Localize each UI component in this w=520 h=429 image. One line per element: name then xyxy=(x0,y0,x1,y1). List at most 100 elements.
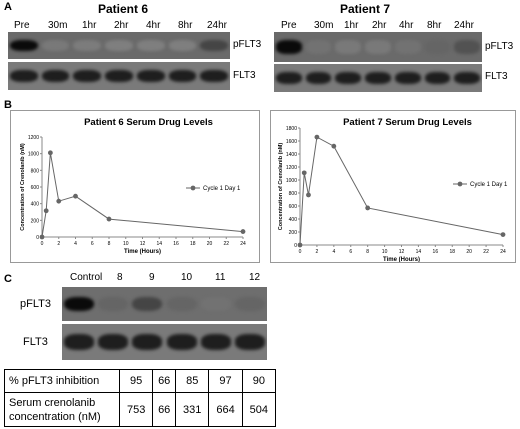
blot-band xyxy=(454,40,480,54)
lane-label: 1hr xyxy=(82,20,97,31)
x-axis-label: Time (Hours) xyxy=(383,257,420,262)
blot-band xyxy=(41,39,70,52)
blot-band xyxy=(64,334,95,350)
lane-label: 12 xyxy=(249,272,261,283)
x-axis-label: Time (Hours) xyxy=(124,249,161,255)
x-tick-label: 10 xyxy=(123,241,129,247)
blot-band xyxy=(394,71,421,85)
x-tick-label: 14 xyxy=(156,241,162,247)
blot-band xyxy=(365,40,391,54)
lane-label: 24hr xyxy=(454,20,475,31)
lane-label: 9 xyxy=(149,272,155,283)
x-tick-label: 0 xyxy=(41,241,44,247)
y-tick-label: 200 xyxy=(31,218,40,224)
table-row: Serum crenolanib concentration (nM) 753 … xyxy=(4,392,277,427)
data-point xyxy=(331,143,337,149)
lane-label: Control xyxy=(70,272,103,283)
blot-band xyxy=(200,39,228,52)
table-cell: 95 xyxy=(118,369,154,393)
blot-band xyxy=(64,296,95,312)
patient-7-title: Patient 7 xyxy=(340,2,391,16)
blot-band xyxy=(132,334,163,350)
data-point xyxy=(301,170,307,176)
legend-marker xyxy=(457,181,463,187)
y-tick-label: 600 xyxy=(31,185,40,191)
blot-band xyxy=(276,71,302,85)
blot-band xyxy=(234,334,265,350)
data-point xyxy=(39,234,45,240)
patient-7-flt3-blot xyxy=(274,64,482,92)
blot-band xyxy=(136,69,165,83)
x-tick-label: 20 xyxy=(466,249,472,255)
legend-label: Cycle 1 Day 1 xyxy=(470,182,508,188)
blot-band xyxy=(424,71,451,85)
patient-7-pflt3-blot xyxy=(274,32,482,62)
blot-band xyxy=(166,334,197,350)
patient-6-chart-svg: Patient 6 Serum Drug Levels0200400600800… xyxy=(20,117,246,255)
blot-band xyxy=(136,39,165,52)
lane-label: Pre xyxy=(14,20,30,31)
x-tick-label: 20 xyxy=(207,241,213,247)
x-tick-label: 8 xyxy=(108,241,111,247)
blot-band xyxy=(105,39,133,52)
patient-7-chart-svg: Patient 7 Serum Drug Levels0200400600800… xyxy=(278,117,508,262)
concentration-label-line2: concentration (nM) xyxy=(9,410,101,423)
x-tick-label: 12 xyxy=(399,249,405,255)
table-cell: 85 xyxy=(175,369,210,393)
lane-label: 1hr xyxy=(344,20,359,31)
patient-7-lane-labels: Pre 30m 1hr 2hr 4hr 8hr 24hr xyxy=(272,20,512,34)
lane-label: 11 xyxy=(215,272,226,283)
data-point xyxy=(306,192,311,198)
blot-band xyxy=(305,71,332,85)
table-cell: 66 xyxy=(152,369,177,393)
lane-label: 8hr xyxy=(178,20,193,31)
blot-band xyxy=(200,296,231,312)
y-tick-label: 400 xyxy=(289,217,298,223)
patient-6-flt3-label: FLT3 xyxy=(233,70,256,81)
table-cell: 97 xyxy=(208,369,243,393)
data-point xyxy=(297,242,303,248)
x-tick-label: 16 xyxy=(173,241,179,247)
y-tick-label: 1800 xyxy=(286,126,297,132)
y-tick-label: 200 xyxy=(289,230,298,236)
series-line xyxy=(41,152,244,238)
x-tick-label: 16 xyxy=(433,249,439,255)
x-tick-label: 24 xyxy=(240,241,246,247)
data-point xyxy=(365,205,371,211)
blot-band xyxy=(168,39,197,52)
table-cell: 504 xyxy=(241,392,277,427)
x-tick-label: 22 xyxy=(483,249,489,255)
y-tick-label: 1200 xyxy=(286,165,297,171)
chart-title: Patient 6 Serum Drug Levels xyxy=(84,117,213,128)
patient-6-lane-labels: Pre 30m 1hr 2hr 4hr 8hr 24hr xyxy=(10,20,250,34)
blot-band xyxy=(166,296,197,312)
legend-marker xyxy=(190,185,196,191)
patient-7-pflt3-label: pFLT3 xyxy=(485,41,514,52)
y-tick-label: 1200 xyxy=(28,135,39,141)
patient-6-title: Patient 6 xyxy=(98,2,149,16)
blot-band xyxy=(276,40,302,54)
x-tick-label: 12 xyxy=(140,241,146,247)
panel-c-flt3-label: FLT3 xyxy=(23,336,48,348)
data-point xyxy=(106,216,112,222)
y-tick-label: 0 xyxy=(36,235,39,241)
panel-c-table: % pFLT3 inhibition 95 66 85 97 90 Serum … xyxy=(4,369,277,427)
table-cell: 753 xyxy=(118,392,154,427)
data-point xyxy=(73,193,78,199)
blot-band xyxy=(335,71,362,85)
x-tick-label: 14 xyxy=(416,249,422,255)
y-axis-label: Concentration of Crenolanib (nM) xyxy=(20,143,26,231)
data-point xyxy=(43,208,49,214)
blot-band xyxy=(10,39,38,52)
x-tick-label: 18 xyxy=(449,249,455,255)
y-axis-label: Concentration of Crenolanib (nM) xyxy=(278,143,284,231)
x-tick-label: 22 xyxy=(223,241,229,247)
y-tick-label: 800 xyxy=(31,168,40,174)
blot-band xyxy=(424,40,451,54)
lane-label: 4hr xyxy=(146,20,161,31)
blot-band xyxy=(98,334,129,350)
y-tick-label: 1600 xyxy=(286,139,297,145)
lane-label: 10 xyxy=(181,272,193,283)
patient-6-flt3-blot xyxy=(8,62,230,90)
x-tick-label: 4 xyxy=(74,241,77,247)
